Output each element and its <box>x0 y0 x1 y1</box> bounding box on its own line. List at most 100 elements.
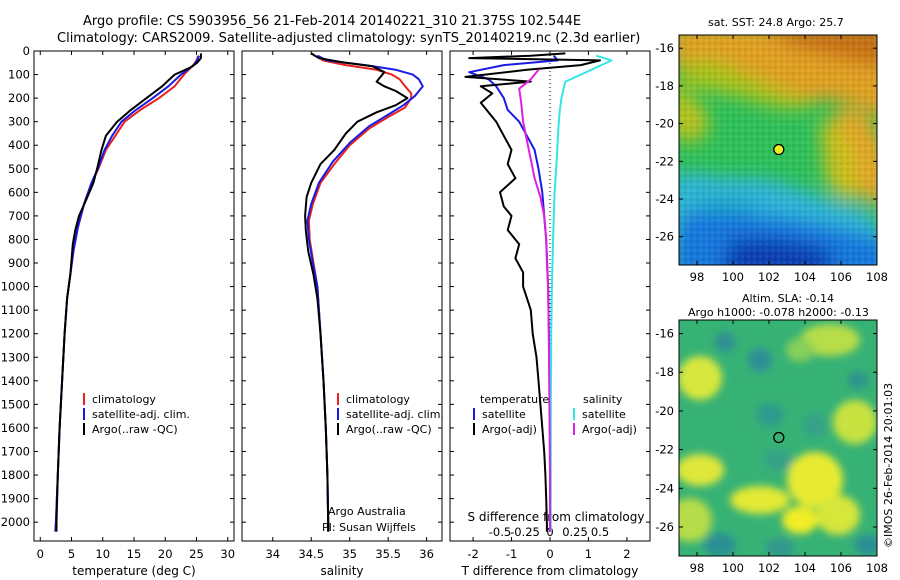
y-tick-label: -20 <box>655 117 674 131</box>
header-line2: Climatology: CARS2009. Satellite-adjuste… <box>57 31 640 46</box>
sst-map-axes: 98 100 102 104 106 108 -16 -18 -20 -22 -24 -26 <box>655 34 888 284</box>
legend-label: satellite-adj. clim. <box>346 408 444 421</box>
y-tick-label: 100 <box>8 68 30 82</box>
salinity-panel: 34 34.5 35 35.5 36 salinity climatology satelli… <box>241 50 444 578</box>
x-tick-label: 34 <box>265 547 280 561</box>
y-tick-label: 1600 <box>1 421 30 435</box>
y-tick-label: 1200 <box>1 327 30 341</box>
legend-label: Argo(..raw -QC) <box>92 423 178 436</box>
legend-label: satellite <box>582 408 626 421</box>
y-tick-label: -26 <box>655 520 674 534</box>
x-tick-label: 35 <box>342 547 357 561</box>
y-tick-label: 500 <box>8 162 30 176</box>
salinity-series-line <box>304 52 409 532</box>
sst_map-frame <box>678 34 878 266</box>
sla-map-title: Altim. SLA: -0.14 <box>742 292 834 305</box>
x-tick-label: 100 <box>722 270 744 284</box>
differences-top-xlabel: S difference from climatology <box>468 510 645 524</box>
credit-line1: Argo Australia <box>328 505 406 518</box>
s-tick-label: 0.25 <box>562 525 588 539</box>
y-tick-label: -24 <box>655 481 674 495</box>
x-tick-label: 0 <box>546 547 553 561</box>
x-tick-label: 102 <box>758 270 780 284</box>
y-tick-label: 1000 <box>1 280 30 294</box>
x-tick-label: 104 <box>794 270 816 284</box>
y-tick-label: -16 <box>655 327 674 341</box>
sla_map-frame <box>678 319 878 557</box>
s-tick-label: 0.5 <box>591 525 609 539</box>
x-tick-label: 98 <box>690 270 705 284</box>
y-tick-label: 400 <box>8 138 30 152</box>
y-tick-label: 1400 <box>1 374 30 388</box>
x-tick-label: 106 <box>830 270 852 284</box>
y-tick-label: 0 <box>23 44 30 58</box>
temperature-frame <box>33 50 235 542</box>
y-tick-label: 1500 <box>1 397 30 411</box>
legend-label: climatology <box>346 393 410 406</box>
sla-map-axes: 98 100 102 104 106 108 -16 -18 -20 -22 -24 -26 <box>655 319 888 575</box>
y-tick-label: 2000 <box>1 515 30 529</box>
header-line1: Argo profile: CS 5903956_56 21-Feb-2014 … <box>83 14 581 29</box>
y-tick-label: -18 <box>655 79 674 93</box>
temperature-panel: 0100200300400500600700800900100011001200… <box>1 44 235 578</box>
y-tick-label: 1100 <box>1 303 30 317</box>
legend-label: Argo(..raw -QC) <box>346 423 432 436</box>
differences-series-line <box>518 69 551 532</box>
salinity-xlabel: salinity <box>320 564 363 578</box>
salinity-series-line <box>306 54 424 532</box>
legend-title-salinity: salinity <box>583 393 623 406</box>
legend-title-temperature: temperature <box>480 393 549 406</box>
x-tick-label: 104 <box>794 561 816 575</box>
differences-series-line <box>464 52 601 532</box>
x-tick-label: 5 <box>68 547 75 561</box>
legend-label: climatology <box>92 393 156 406</box>
s-tick-label: -0.5 <box>489 525 511 539</box>
y-tick-label: 300 <box>8 115 30 129</box>
y-tick-label: -18 <box>655 365 674 379</box>
x-tick-label: 1 <box>585 547 592 561</box>
difference-panel: -2 -1 0 1 2 T difference from climatology -0.5… <box>449 50 651 578</box>
y-tick-label: 700 <box>8 209 30 223</box>
argo-float-marker <box>773 431 785 444</box>
x-tick-label: 10 <box>95 547 110 561</box>
x-tick-label: 108 <box>866 270 888 284</box>
y-tick-label: -20 <box>655 404 674 418</box>
x-tick-label: 25 <box>189 547 204 561</box>
y-tick-label: -26 <box>655 230 674 244</box>
salinity-frame <box>241 50 443 542</box>
x-tick-label: 2 <box>623 547 630 561</box>
y-tick-label: 600 <box>8 185 30 199</box>
x-tick-label: 108 <box>866 561 888 575</box>
sla-map-field <box>679 320 877 556</box>
y-tick-label: 1700 <box>1 444 30 458</box>
x-tick-label: 102 <box>758 561 780 575</box>
x-tick-label: 0 <box>37 547 44 561</box>
x-tick-label: 100 <box>722 561 744 575</box>
legend-label: satellite <box>482 408 526 421</box>
x-tick-label: -2 <box>467 547 478 561</box>
s-tick-label: -0.25 <box>510 525 540 539</box>
y-tick-label: -22 <box>655 154 674 168</box>
sst-map-field <box>679 35 877 265</box>
x-tick-label: 34.5 <box>298 547 324 561</box>
salinity-series-line <box>307 54 413 532</box>
temperature-xlabel: temperature (deg C) <box>72 564 195 578</box>
x-tick-label: 15 <box>127 547 142 561</box>
y-tick-label: -16 <box>655 41 674 55</box>
y-tick-label: -24 <box>655 192 674 206</box>
x-tick-label: 98 <box>690 561 705 575</box>
legend-label: Argo(-adj) <box>582 423 637 436</box>
x-tick-label: 35.5 <box>375 547 401 561</box>
y-tick-label: 200 <box>8 91 30 105</box>
legend-label: Argo(-adj) <box>482 423 537 436</box>
differences-xlabel: T difference from climatology <box>461 564 639 578</box>
y-tick-label: 900 <box>8 256 30 270</box>
x-tick-label: 36 <box>419 547 434 561</box>
x-tick-label: 20 <box>158 547 173 561</box>
differences-series-line <box>549 54 613 532</box>
temperature-series-line <box>54 55 200 532</box>
y-tick-label: 1300 <box>1 350 30 364</box>
x-tick-label: -1 <box>506 547 517 561</box>
sst-map-title: sat. SST: 24.8 Argo: 25.7 <box>708 16 844 29</box>
